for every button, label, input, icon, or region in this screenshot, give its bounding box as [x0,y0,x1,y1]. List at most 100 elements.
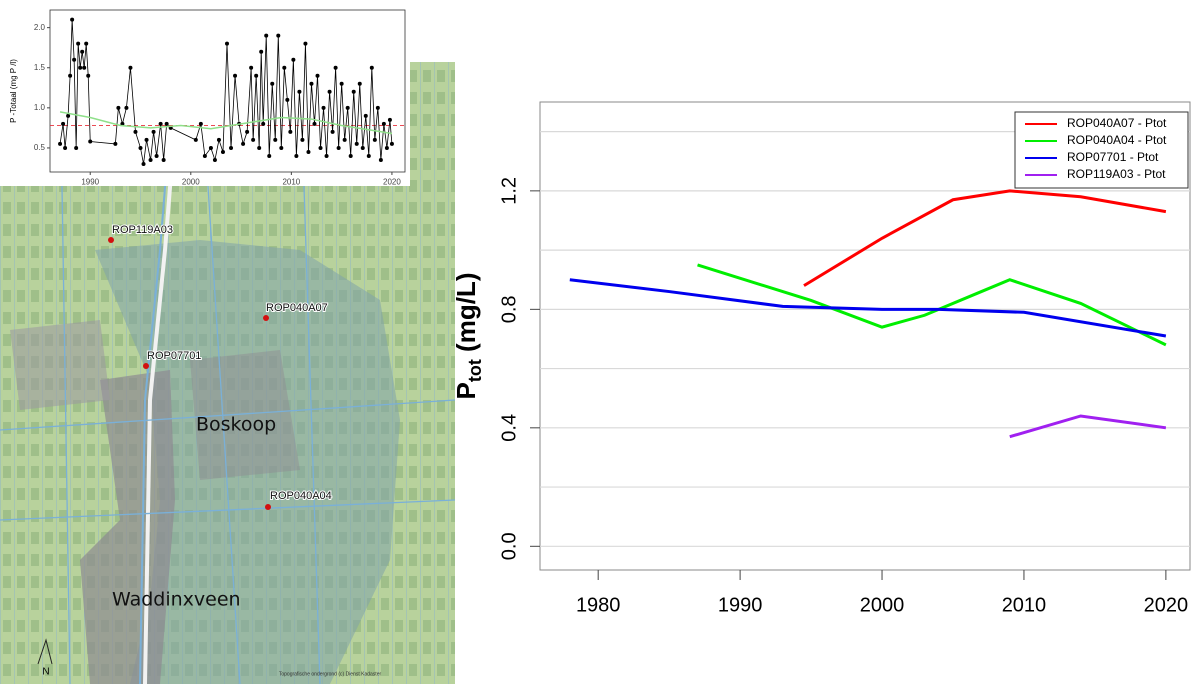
data-point [113,142,117,146]
series-line [804,191,1166,286]
data-point [152,130,156,134]
data-point [72,58,76,62]
data-point [382,122,386,126]
map-built-area [10,320,110,410]
data-point [270,82,274,86]
data-point [376,106,380,110]
data-point [139,146,143,150]
station-label: ROP119A03 [112,224,173,236]
data-point [319,146,323,150]
data-point [309,82,313,86]
station-marker [263,315,269,321]
x-tick-label: 2010 [282,177,300,186]
x-tick-label: 2020 [1144,594,1189,616]
data-point [128,66,132,70]
data-point [358,82,362,86]
data-point [346,106,350,110]
data-point [288,130,292,134]
legend-label: ROP040A04 - Ptot [1067,133,1167,147]
data-point [80,50,84,54]
data-point [322,106,326,110]
data-point [116,106,120,110]
data-point [364,114,368,118]
data-point [165,122,169,126]
data-point [76,42,80,46]
y-tick-label: 1.0 [34,103,46,112]
data-point [194,138,198,142]
data-point [66,114,70,118]
x-tick-label: 1990 [81,177,99,186]
legend-label: ROP040A07 - Ptot [1067,116,1167,130]
data-point [78,66,82,70]
data-point [373,138,377,142]
data-point [159,122,163,126]
data-point [74,146,78,150]
data-point [361,146,365,150]
series-line [570,280,1166,336]
y-tick-label: 2.0 [34,23,46,32]
data-point [145,138,149,142]
data-point [241,142,245,146]
data-point [209,146,213,150]
map-credit: Topografische ondergrond (c) Dienst Kada… [279,671,382,677]
data-point [229,146,233,150]
data-point [124,106,128,110]
station-marker [265,504,271,510]
place-label: Boskoop [196,414,276,436]
data-point [312,122,316,126]
y-axis-label-part: P -Totaal (mg P /l) [9,59,18,123]
station-label: ROP07701 [147,350,201,362]
station-label: ROP040A04 [270,490,332,502]
data-point [340,82,344,86]
series-line [1010,416,1166,437]
data-point [70,18,74,22]
legend-label: ROP07701 - Ptot [1067,150,1159,164]
data-point [203,154,207,158]
inset-panel [0,0,410,186]
data-point [261,122,265,126]
data-point [142,162,146,166]
data-point [88,140,92,144]
station-marker [143,363,149,369]
data-point [251,138,255,142]
x-tick-label: 2020 [383,177,401,186]
data-point [68,74,72,78]
data-point [61,122,65,126]
data-point [367,154,371,158]
data-point [349,154,353,158]
y-axis-label: P -Totaal (mg P /l) [9,59,18,123]
station-marker [108,237,114,243]
station-label: ROP040A07 [266,302,328,314]
data-point [388,118,392,122]
data-point [133,130,137,134]
data-point [245,130,249,134]
data-point [155,154,159,158]
data-point [259,50,263,54]
data-point [303,42,307,46]
x-tick-label: 1980 [576,594,621,616]
data-point [294,154,298,158]
data-point [149,158,153,162]
data-point [355,142,359,146]
data-point [334,66,338,70]
data-point [279,146,283,150]
data-point [162,158,166,162]
y-tick-label: 0.8 [498,295,520,323]
data-point [84,42,88,46]
data-point [390,142,394,146]
y-tick-label: 0.0 [498,532,520,560]
data-point [63,146,67,150]
y-axis-label: Ptot (mg/L) [451,273,485,400]
north-label: N [42,667,49,678]
data-point [249,66,253,70]
data-point [297,90,301,94]
data-point [331,130,335,134]
data-point [385,146,389,150]
y-tick-label: 1.5 [34,63,46,72]
data-point [343,138,347,142]
data-point [58,142,62,146]
page: ROP119A03 ROP040A07 ROP07701 ROP040A04 B… [0,0,1197,684]
data-point [213,158,217,162]
x-tick-label: 2000 [182,177,200,186]
data-point [264,34,268,38]
